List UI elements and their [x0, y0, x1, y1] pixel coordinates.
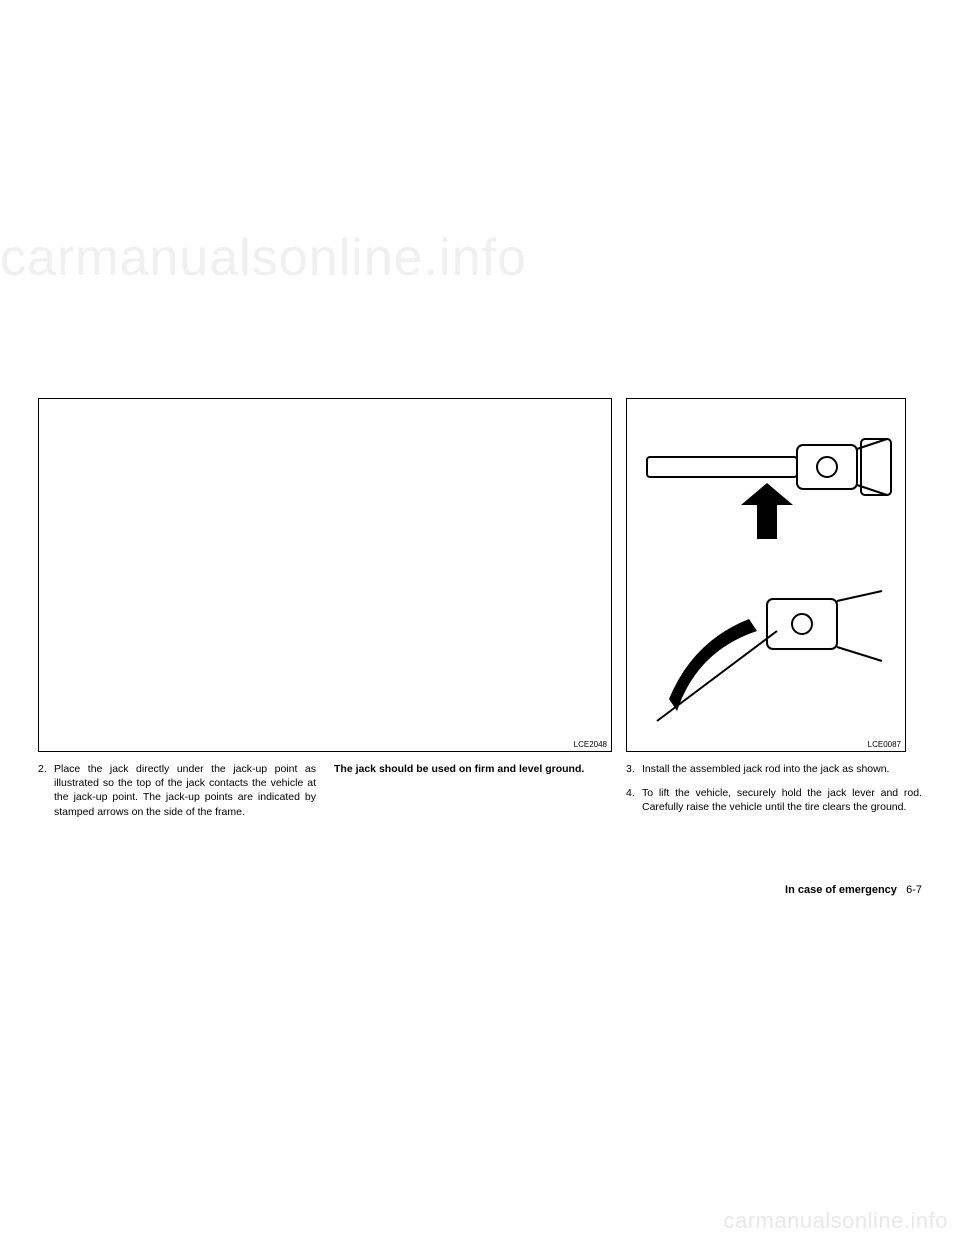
left-block: LCE2048 2. Place the jack directly under… [38, 398, 612, 896]
watermark-bottom: carmanualsonline.info [723, 1208, 948, 1234]
text-column-1: 2. Place the jack directly under the jac… [38, 762, 316, 829]
step-3: 3. Install the assembled jack rod into t… [626, 762, 922, 776]
footer-page: 6-7 [906, 884, 922, 896]
page-footer: In case of emergency 6-7 [785, 884, 922, 896]
figure-right: LCE0087 [626, 398, 906, 752]
watermark-top: carmanualsonline.info [0, 228, 527, 288]
text-column-2: The jack should be used on firm and leve… [334, 762, 612, 829]
step-2-text: Place the jack directly under the jack-u… [54, 762, 316, 819]
step-2: 2. Place the jack directly under the jac… [38, 762, 316, 819]
step-2-number: 2. [38, 762, 54, 819]
jack-note: The jack should be used on firm and leve… [334, 762, 612, 776]
step-4-text: To lift the vehicle, securely hold the j… [642, 786, 922, 814]
figure-right-id: LCE0087 [868, 740, 901, 749]
footer-section: In case of emergency [785, 884, 897, 896]
left-text-columns: 2. Place the jack directly under the jac… [38, 762, 612, 829]
page-content: LCE2048 2. Place the jack directly under… [38, 398, 922, 896]
arrow-curve-icon [669, 619, 757, 711]
jack-rod-top-illustration [637, 409, 897, 549]
arrow-up-icon [741, 483, 793, 539]
step-3-number: 3. [626, 762, 642, 776]
text-column-3: 3. Install the assembled jack rod into t… [626, 762, 922, 825]
step-list-1: 2. Place the jack directly under the jac… [38, 762, 316, 819]
step-list-2: 3. Install the assembled jack rod into t… [626, 762, 922, 815]
column-row: LCE2048 2. Place the jack directly under… [38, 398, 922, 896]
figure-left: LCE2048 [38, 398, 612, 752]
figure-left-id: LCE2048 [574, 740, 607, 749]
step-4-number: 4. [626, 786, 642, 814]
step-4: 4. To lift the vehicle, securely hold th… [626, 786, 922, 814]
jack-rod-bottom-illustration [637, 571, 897, 731]
step-3-text: Install the assembled jack rod into the … [642, 762, 922, 776]
right-block: LCE0087 3. Install the assembled jack ro… [626, 398, 922, 896]
